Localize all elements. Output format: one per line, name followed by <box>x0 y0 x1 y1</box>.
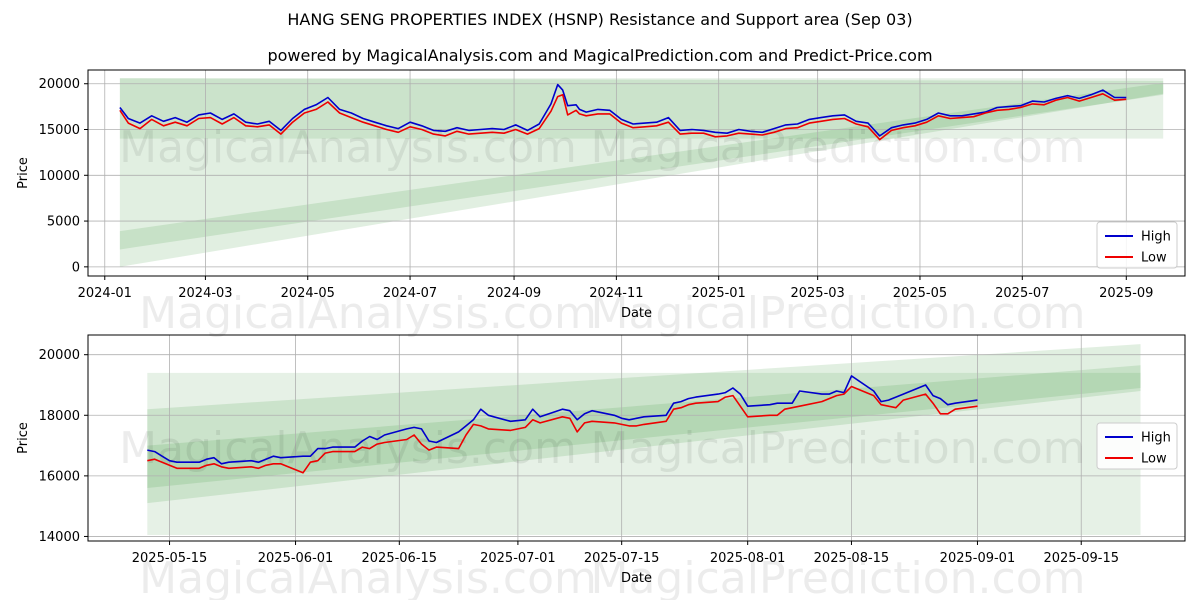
x-tick-label: 2025-03 <box>790 286 844 301</box>
chart-title: HANG SENG PROPERTIES INDEX (HSNP) Resist… <box>287 10 913 29</box>
chart-subtitle: powered by MagicalAnalysis.com and Magic… <box>267 46 933 65</box>
y-tick-label: 10000 <box>39 169 80 184</box>
series-lines <box>147 375 978 474</box>
plot-frame <box>87 69 1186 277</box>
series-line-high <box>147 375 978 465</box>
legend: High Low <box>1096 221 1178 269</box>
x-tick-label: 2025-01 <box>692 286 746 301</box>
x-tick-label: 2025-06-01 <box>258 551 334 566</box>
x-tick-label: 2024-09 <box>487 286 541 301</box>
x-tick-label: 2025-09 <box>1099 286 1153 301</box>
legend-label-high: High <box>1141 230 1171 245</box>
band-2 <box>147 365 1141 488</box>
watermark-magicalprediction-lower: MagicalPrediction.com <box>591 288 1086 339</box>
y-tick-label: 18000 <box>39 409 80 424</box>
x-tick-label: 2025-08-01 <box>710 551 786 566</box>
x-axis-label: Date <box>621 306 652 321</box>
legend-label-high: High <box>1141 431 1171 446</box>
y-tick-label: 20000 <box>39 348 80 363</box>
y-axis-label: Price <box>16 422 31 454</box>
watermark-magicalanalysis-lower: MagicalAnalysis.com <box>139 553 597 600</box>
x-tick-label: 2025-05 <box>893 286 947 301</box>
x-tick-label: 2024-01 <box>78 286 132 301</box>
x-tick-label: 2024-07 <box>383 286 437 301</box>
chart-panel-full-range: MagicalAnalysis.com MagicalPrediction.com… <box>16 69 1186 339</box>
x-tick-label: 2025-05-15 <box>132 551 208 566</box>
watermark-magicalprediction: MagicalPrediction.com <box>591 423 1086 474</box>
series-line-high <box>119 83 1127 137</box>
plot-frame <box>87 334 1186 542</box>
x-tick-label: 2025-08-15 <box>814 551 890 566</box>
chart-panel-zoomed: MagicalAnalysis.com MagicalPrediction.com… <box>16 334 1186 600</box>
series-lines <box>119 83 1127 141</box>
watermark-magicalanalysis: MagicalAnalysis.com <box>119 423 577 474</box>
x-tick-label: 2025-07 <box>995 286 1049 301</box>
y-tick-label: 14000 <box>39 530 80 545</box>
x-tick-label: 2025-09-01 <box>940 551 1016 566</box>
series-line-low <box>147 385 978 474</box>
y-axis-label: Price <box>16 157 31 189</box>
watermark-magicalprediction-lower: MagicalPrediction.com <box>591 553 1086 600</box>
y-tick-label: 0 <box>72 260 80 275</box>
watermark-magicalprediction: MagicalPrediction.com <box>591 122 1086 173</box>
x-tick-label: 2024-03 <box>178 286 232 301</box>
x-tick-label: 2025-09-15 <box>1043 551 1119 566</box>
grid-lines <box>88 70 1185 276</box>
y-tick-label: 15000 <box>39 123 80 138</box>
y-tick-label: 20000 <box>39 77 80 92</box>
watermark-magicalanalysis-lower: MagicalAnalysis.com <box>139 288 597 339</box>
x-tick-label: 2025-07-01 <box>480 551 556 566</box>
grid-lines <box>88 335 1185 541</box>
x-axis-label: Date <box>621 571 652 586</box>
watermark-magicalanalysis: MagicalAnalysis.com <box>119 122 577 173</box>
y-tick-label: 16000 <box>39 469 80 484</box>
series-line-low <box>119 93 1127 141</box>
y-tick-label: 5000 <box>47 215 80 230</box>
x-tick-label: 2024-05 <box>281 286 335 301</box>
x-tick-label: 2025-06-15 <box>362 551 438 566</box>
legend-label-low: Low <box>1141 251 1167 266</box>
legend-label-low: Low <box>1141 452 1167 467</box>
x-tick-label: 2025-07-15 <box>584 551 660 566</box>
x-tick-label: 2024-11 <box>589 286 643 301</box>
band-0 <box>147 372 1141 535</box>
legend: High Low <box>1096 422 1178 470</box>
